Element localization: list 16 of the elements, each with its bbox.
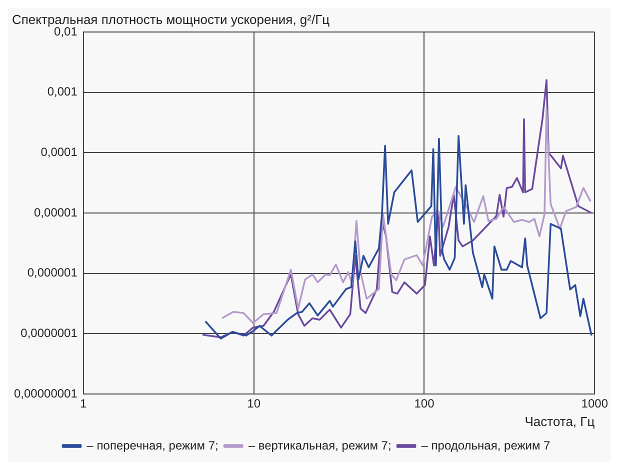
y-tick-label: 0,00001 — [34, 205, 78, 220]
legend-label: – продольная, режим 7 — [421, 438, 551, 452]
x-tick-label: 1 — [80, 396, 88, 411]
y-tick-label: 0,0001 — [40, 144, 78, 159]
y-tick-label: 0,0000001 — [20, 326, 78, 340]
y-tick-label: 0,01 — [54, 24, 78, 38]
x-tick-label: 1000 — [581, 396, 608, 411]
y-tick-label: 0,000001 — [27, 266, 78, 280]
x-axis-title: Частота, Гц — [524, 414, 596, 429]
x-tick-label: 10 — [247, 396, 261, 411]
legend-label: – поперечная, режим 7; — [86, 438, 218, 452]
x-tick-label: 100 — [414, 396, 435, 411]
y-axis-title: Спектральная плотность мощности ускорения, g²/Гц — [12, 12, 330, 27]
legend-label: – вертикальная, режим 7; — [248, 438, 392, 452]
y-tick-label: 0,001 — [47, 84, 78, 99]
y-tick-label: 0,00000001 — [14, 386, 78, 400]
